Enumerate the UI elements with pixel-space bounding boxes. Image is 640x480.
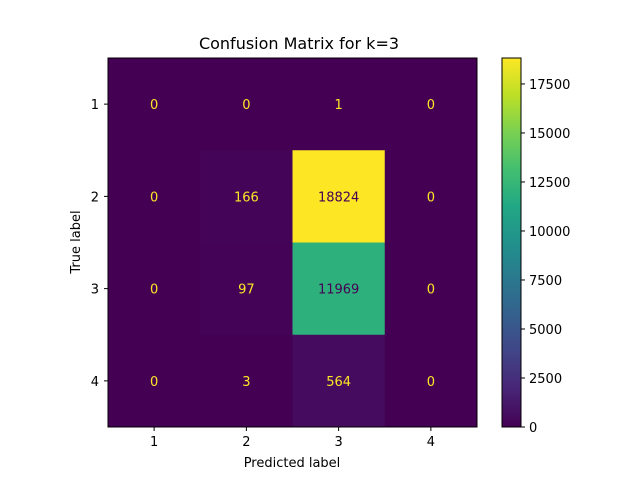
heatmap-cell <box>108 242 201 336</box>
cell-value-label: 1 <box>334 98 342 113</box>
heatmap-cells <box>108 58 478 428</box>
heatmap-cell <box>292 334 386 428</box>
cell-value-label: 0 <box>150 375 158 390</box>
cell-value-label: 0 <box>427 283 435 298</box>
chart-title: Confusion Matrix for k=3 <box>199 34 399 53</box>
y-tick-label: 4 <box>91 375 99 390</box>
colorbar <box>501 57 522 428</box>
cell-value-label: 18824 <box>318 190 359 205</box>
heatmap-cell <box>384 150 478 243</box>
cell-value-label: 166 <box>234 190 259 205</box>
heatmap-cell <box>384 334 478 428</box>
x-tick-label: 2 <box>242 435 250 450</box>
colorbar-tick-label: 7500 <box>529 274 562 289</box>
colorbar-tick-label: 15000 <box>529 127 570 142</box>
x-tick-label: 3 <box>334 435 342 450</box>
heatmap-cell <box>384 242 478 336</box>
cell-value-label: 0 <box>427 375 435 390</box>
x-axis-ticks: 1 2 3 4 <box>150 427 435 450</box>
y-axis-label: True label <box>69 210 84 274</box>
cell-value-label: 0 <box>150 190 158 205</box>
plot-frame <box>107 57 478 428</box>
y-axis-ticks: 1 2 3 4 <box>91 98 108 390</box>
heatmap-cell <box>292 150 386 243</box>
y-tick-label: 1 <box>91 98 99 113</box>
heatmap-cell <box>108 334 201 428</box>
y-tick-label: 2 <box>91 190 99 205</box>
cell-value-label: 0 <box>242 98 250 113</box>
heatmap-cell <box>108 150 201 243</box>
colorbar-tick-label: 2500 <box>529 372 562 387</box>
colorbar-tick-label: 12500 <box>529 176 570 191</box>
heatmap-cell <box>200 150 293 243</box>
cell-value-label: 0 <box>150 98 158 113</box>
x-tick-label: 4 <box>427 435 435 450</box>
heatmap-cell <box>200 334 293 428</box>
y-tick-label: 3 <box>91 283 99 298</box>
colorbar-tick-label: 17500 <box>529 78 570 93</box>
colorbar-tick-label: 5000 <box>529 323 562 338</box>
cell-value-label: 97 <box>238 283 255 298</box>
colorbar-tick-label: 0 <box>529 421 537 436</box>
heatmap-cell-labels: 0 0 1 0 0 166 18824 0 0 97 11969 0 0 3 564 0 <box>150 98 435 390</box>
heatmap-cell <box>108 58 201 151</box>
cell-value-label: 0 <box>427 98 435 113</box>
heatmap-cell <box>200 242 293 336</box>
x-tick-label: 1 <box>150 435 158 450</box>
heatmap-cell <box>384 58 478 151</box>
cell-value-label: 3 <box>242 375 250 390</box>
cell-value-label: 0 <box>427 190 435 205</box>
cell-value-label: 564 <box>326 375 351 390</box>
heatmap-cell <box>292 58 386 151</box>
x-axis-label: Predicted label <box>244 456 341 471</box>
cell-value-label: 11969 <box>318 283 359 298</box>
colorbar-tick-label: 10000 <box>529 225 570 240</box>
heatmap-cell <box>292 242 386 336</box>
heatmap-cell <box>200 58 293 151</box>
cell-value-label: 0 <box>150 283 158 298</box>
colorbar-ticks: 0 2500 5000 7500 10000 12500 15000 17500 <box>521 78 570 436</box>
